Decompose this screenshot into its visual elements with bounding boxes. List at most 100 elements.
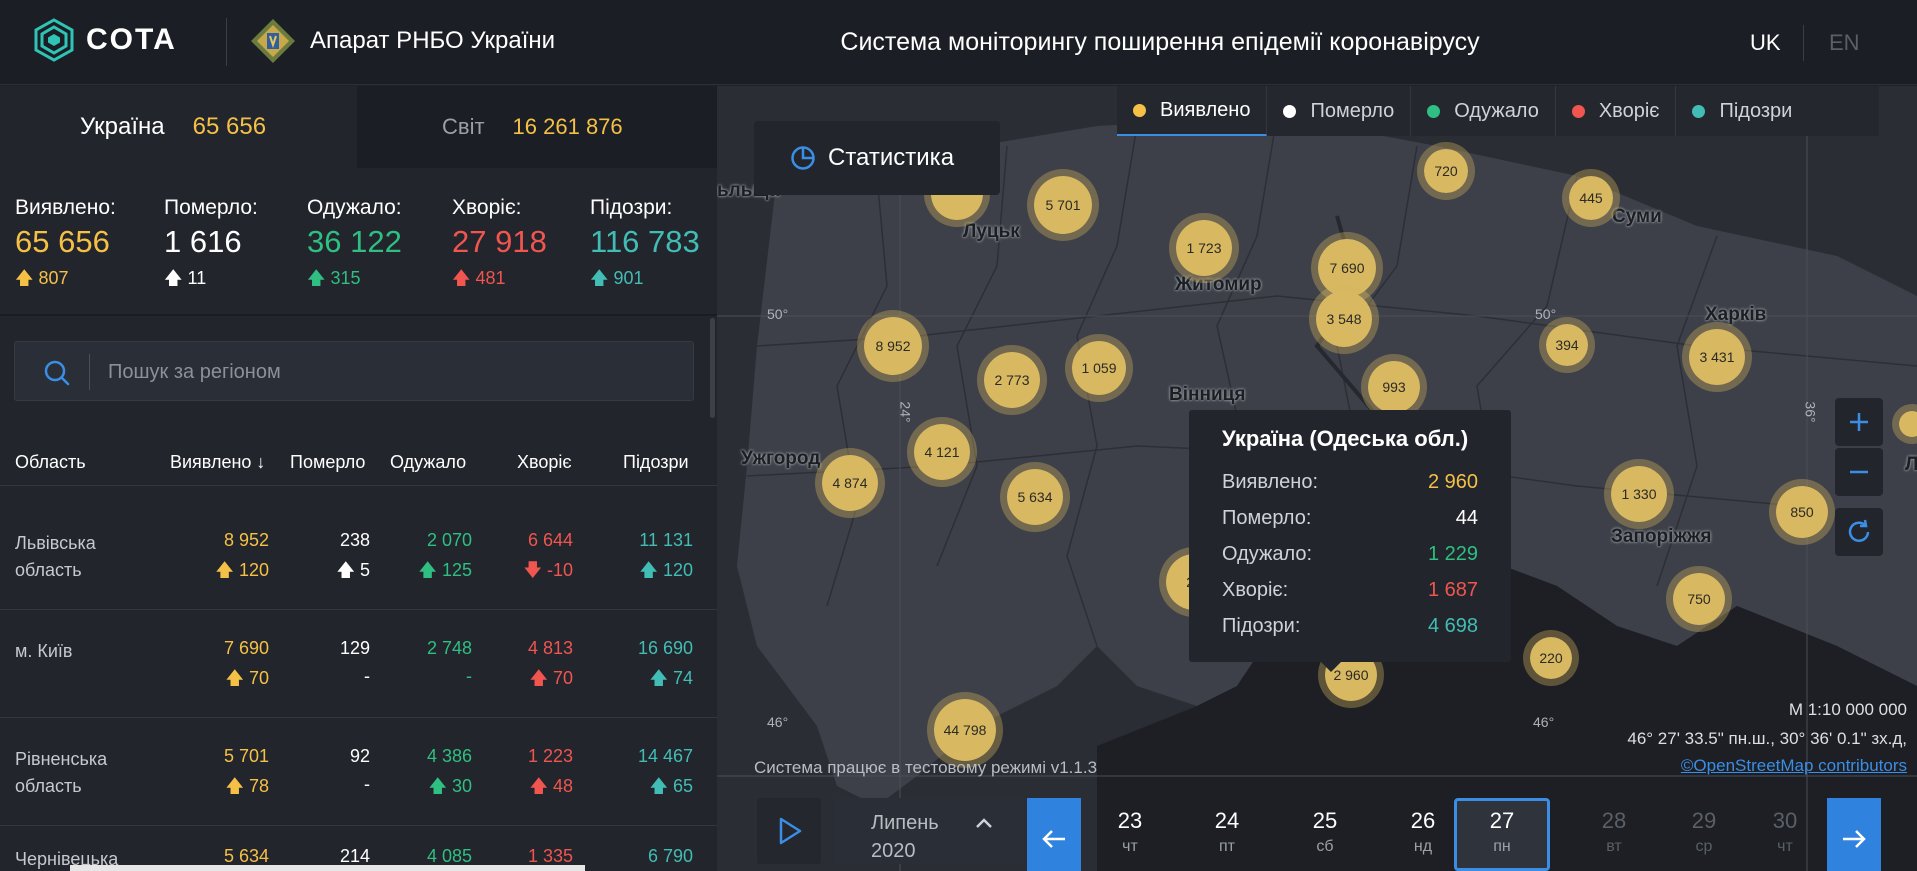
zoom-out-button[interactable] xyxy=(1835,448,1883,496)
arrow-up-icon: 🡅 xyxy=(418,560,437,580)
legend-item-deaths[interactable]: Померло xyxy=(1267,86,1412,136)
summary-stats xyxy=(0,168,717,316)
column-header-detected[interactable]: Виявлено ↓ xyxy=(170,452,265,473)
statistics-button[interactable]: Статистика xyxy=(754,121,1000,195)
day-28[interactable]: 28 вт xyxy=(1566,798,1662,871)
table-row[interactable]: м. Київ 7 690 🡅 70 129 - 2 748 - 4 813 🡅… xyxy=(0,610,717,718)
stat-label: Хворіє: xyxy=(452,196,522,219)
table-row[interactable]: Чернівецька 5 634 214 4 085 1 335 6 790 xyxy=(0,826,717,871)
row-suspected-delta: 🡅 120 xyxy=(590,558,693,588)
pie-chart-icon xyxy=(791,146,815,170)
day-25[interactable]: 25 сб xyxy=(1277,798,1373,871)
legend-item-recovered[interactable]: Одужало xyxy=(1411,86,1556,136)
sort-arrow-down-icon: ↓ xyxy=(251,452,266,472)
legend-dot-icon xyxy=(1133,103,1146,117)
scope-world-label: Світ xyxy=(442,114,485,139)
org-block[interactable]: Апарат РНБО України xyxy=(250,18,555,64)
column-header-suspected[interactable]: Підозри xyxy=(623,452,689,472)
row-deaths-delta: 🡅 5 xyxy=(290,558,370,588)
lang-uk-button[interactable]: UK xyxy=(1750,30,1781,55)
row-delta-value: 74 xyxy=(672,668,693,688)
map-cluster-bubble[interactable]: 993 xyxy=(1361,354,1427,420)
legend-item-detected[interactable]: Виявлено xyxy=(1117,86,1268,136)
osm-attribution-link[interactable]: ©OpenStreetMap contributors xyxy=(1680,756,1907,775)
scrollbar-thumb[interactable] xyxy=(710,318,715,418)
column-header-sick[interactable]: Хворіє xyxy=(517,452,572,472)
lang-en-button[interactable]: EN xyxy=(1829,30,1860,55)
map-cluster-bubble[interactable]: 1 059 xyxy=(1065,334,1133,402)
legend-item-sick[interactable]: Хворіє xyxy=(1556,86,1677,136)
day-30[interactable]: 30 чт xyxy=(1745,798,1825,871)
map-cluster-bubble[interactable]: 850 xyxy=(1769,479,1835,545)
column-header-deaths[interactable]: Померло xyxy=(290,452,366,472)
rnbo-emblem-icon xyxy=(251,19,295,63)
map-cluster-bubble[interactable]: 5 701 xyxy=(1027,169,1099,241)
day-number: 23 xyxy=(1117,808,1143,833)
map-cluster-bubble[interactable]: 3 431 xyxy=(1682,322,1752,392)
row-delta-value: 48 xyxy=(552,776,573,796)
day-29[interactable]: 29 ср xyxy=(1656,798,1752,871)
row-sick-delta: 🡇 -10 xyxy=(480,558,573,588)
map-cluster-bubble[interactable]: 1 330 xyxy=(1604,459,1674,529)
legend-item-suspected[interactable]: Підозри xyxy=(1676,86,1808,136)
map-view[interactable]: 50° 50° 24° 36° 46° 46° Луцьк Суми Житом… xyxy=(717,86,1917,871)
table-row[interactable]: Львівська область 8 952 🡅 120 238 🡅 5 2 … xyxy=(0,500,717,610)
map-cluster-bubble[interactable]: 720 xyxy=(1417,142,1475,200)
reset-view-button[interactable] xyxy=(1835,508,1883,556)
arrow-up-icon: 🡅 xyxy=(590,268,609,288)
day-weekday: чт xyxy=(1122,838,1138,855)
map-cluster-bubble[interactable]: 4 121 xyxy=(907,417,977,487)
stat-delta: 🡅 11 xyxy=(164,266,258,296)
day-27-selected[interactable]: 27 пн xyxy=(1454,798,1550,871)
arrow-up-icon: 🡅 xyxy=(529,668,548,688)
map-cluster-bubble[interactable]: 5 634 xyxy=(1000,462,1070,532)
column-header-label: Виявлено xyxy=(170,452,252,472)
map-cluster-bubble[interactable]: 220 xyxy=(1523,630,1579,686)
header-divider xyxy=(226,18,227,66)
map-cluster-bubble[interactable]: 3 548 xyxy=(1309,284,1379,354)
city-label: Вінниця xyxy=(1169,384,1246,405)
latitude-label: 46° xyxy=(767,714,789,730)
map-cluster-bubble[interactable]: 394 xyxy=(1539,317,1595,373)
play-button[interactable] xyxy=(757,798,821,864)
map-cluster-bubble[interactable]: 750 xyxy=(1666,566,1732,632)
month-selector[interactable]: Липень 2020 xyxy=(834,798,1024,864)
prev-days-button[interactable] xyxy=(1027,798,1081,871)
stat-value: 1 616 xyxy=(164,224,242,259)
latitude-label: 50° xyxy=(767,306,789,322)
cota-logo[interactable]: COTA xyxy=(32,18,177,62)
arrow-up-icon: 🡅 xyxy=(15,268,34,288)
search-input[interactable] xyxy=(108,354,668,390)
logo-text: COTA xyxy=(86,23,177,56)
map-cluster-bubble[interactable]: 4 874 xyxy=(815,448,885,518)
table-row[interactable]: Рівненська область 5 701 🡅 78 92 - 4 386… xyxy=(0,718,717,826)
map-cluster-bubble[interactable] xyxy=(1892,404,1917,444)
day-23[interactable]: 23 чт xyxy=(1082,798,1178,871)
stat-value: 27 918 xyxy=(452,224,547,259)
column-header-region[interactable]: Область xyxy=(15,452,86,472)
stat-value: 65 656 xyxy=(15,224,110,259)
map-cluster-bubble[interactable]: 8 952 xyxy=(857,310,929,382)
day-number: 27 xyxy=(1489,808,1515,833)
map-cluster-bubble[interactable]: 2 773 xyxy=(977,345,1047,415)
scope-world-tab[interactable]: Світ 16 261 876 xyxy=(357,86,717,168)
day-number: 25 xyxy=(1312,808,1338,833)
stat-delta: 🡅 807 xyxy=(15,266,116,296)
map-cluster-bubble[interactable]: 44 798 xyxy=(927,692,1003,768)
day-24[interactable]: 24 пт xyxy=(1179,798,1275,871)
scope-ukraine-tab[interactable]: Україна 65 656 xyxy=(0,86,357,168)
row-recovered: 4 386 xyxy=(426,746,472,766)
search-box[interactable] xyxy=(14,341,694,401)
statistics-button-label: Статистика xyxy=(828,144,955,171)
next-days-button[interactable] xyxy=(1827,798,1881,871)
map-cluster-bubble[interactable]: 1 723 xyxy=(1169,213,1239,283)
horizontal-scrollbar[interactable] xyxy=(70,865,585,871)
tooltip-label: Підозри: xyxy=(1222,614,1301,637)
map-cluster-bubble[interactable]: 445 xyxy=(1562,169,1620,227)
row-delta-value: 120 xyxy=(662,560,693,580)
day-26[interactable]: 26 нд xyxy=(1375,798,1471,871)
column-header-recovered[interactable]: Одужало xyxy=(390,452,467,472)
zoom-in-button[interactable] xyxy=(1835,398,1883,446)
row-deaths: 238 xyxy=(339,530,370,550)
row-detected: 5 634 xyxy=(223,846,269,866)
